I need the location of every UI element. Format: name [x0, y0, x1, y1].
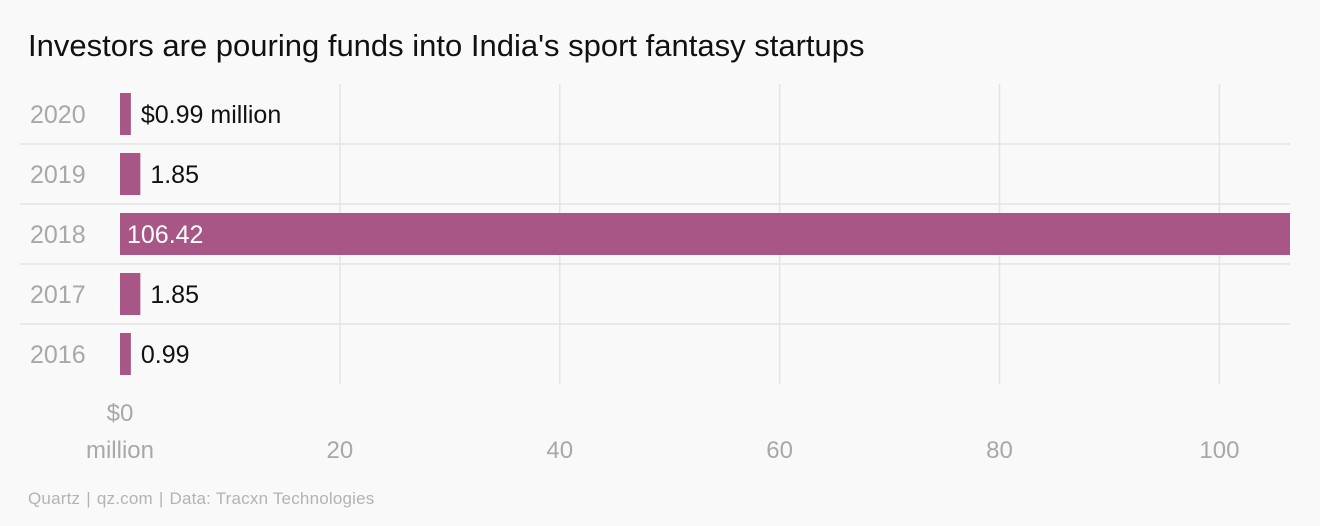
- footer-source: Data: Tracxn Technologies: [169, 489, 375, 508]
- value-label: 106.42: [127, 221, 203, 249]
- labels: 2020 $0.99 million 2019 1.85 2018 106.42 2017 1…: [30, 101, 281, 369]
- x-tick-label: 20: [327, 437, 354, 464]
- value-label: $0.99 million: [141, 101, 281, 129]
- chart-title: Investors are pouring funds into India's…: [28, 28, 865, 63]
- footer-separator: |: [158, 489, 164, 508]
- footer-site: qz.com: [96, 489, 153, 508]
- footer-brand: Quartz: [28, 489, 81, 508]
- x-tick-label: 80: [986, 437, 1013, 464]
- source-footer: Quartz | qz.com | Data: Tracxn Technologies: [28, 489, 375, 509]
- value-label: 0.99: [141, 341, 190, 369]
- category-label: 2017: [30, 281, 86, 309]
- bar: [120, 93, 131, 135]
- x-tick-label: 40: [546, 437, 573, 464]
- category-label: 2016: [30, 341, 86, 369]
- value-label: 1.85: [150, 161, 199, 189]
- bar: [120, 153, 141, 195]
- bars: [120, 93, 1290, 375]
- category-label: 2019: [30, 161, 86, 189]
- x-tick-label: $0 million: [86, 400, 154, 464]
- value-label: 1.85: [150, 281, 199, 309]
- bar: [120, 273, 141, 315]
- x-tick-label: 60: [766, 437, 793, 464]
- bar: [120, 213, 1290, 255]
- footer-separator: |: [86, 489, 91, 508]
- bar: [120, 333, 131, 375]
- category-label: 2018: [30, 221, 86, 249]
- category-label: 2020: [30, 101, 86, 129]
- x-tick-label: 100: [1199, 437, 1239, 464]
- x-axis: $0 million 20 40 60 80 100: [86, 400, 1239, 464]
- grid: [20, 84, 1290, 384]
